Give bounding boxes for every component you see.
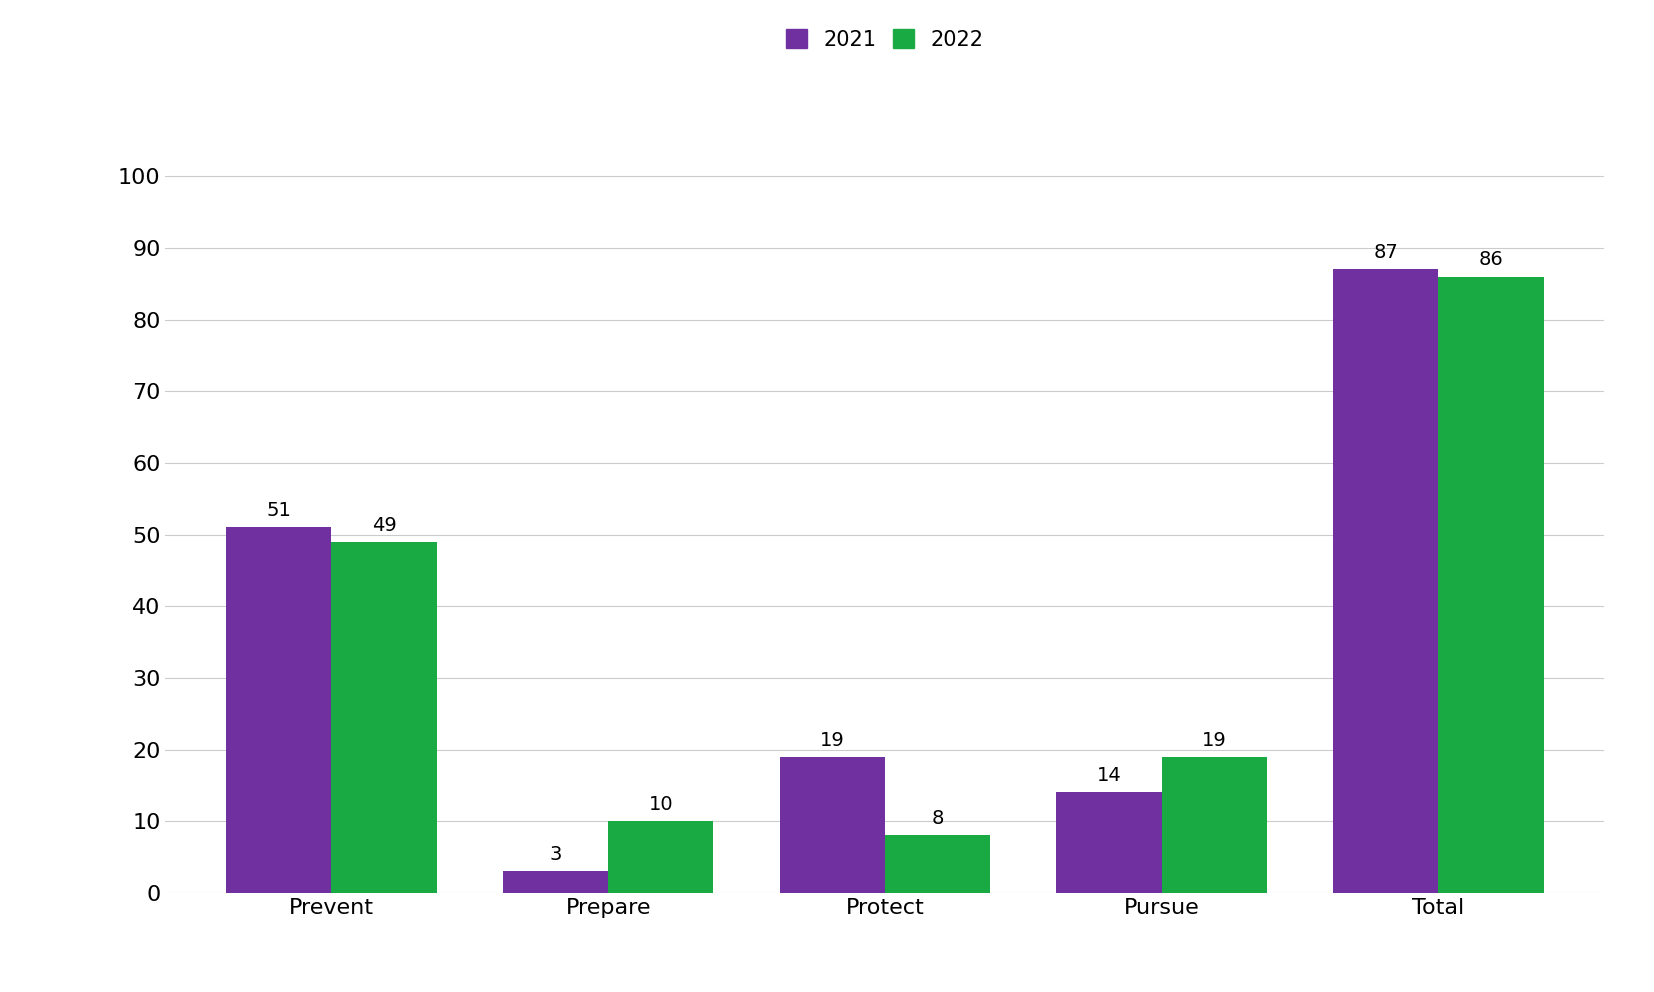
Bar	[1333, 270, 1439, 893]
Bar	[779, 757, 885, 893]
Legend: 2021, 2022: 2021, 2022	[777, 21, 992, 59]
Text: 87: 87	[1373, 243, 1398, 262]
Text: 86: 86	[1479, 251, 1503, 270]
Text: 3: 3	[549, 845, 562, 864]
Text: 19: 19	[1202, 730, 1227, 750]
Bar	[1161, 757, 1267, 893]
Text: 10: 10	[648, 795, 673, 814]
Text: 51: 51	[266, 501, 291, 520]
Bar	[331, 542, 437, 893]
Text: 49: 49	[372, 516, 397, 535]
Text: 14: 14	[1097, 767, 1121, 786]
Bar	[1057, 793, 1161, 893]
Bar	[609, 821, 713, 893]
Text: 19: 19	[820, 730, 845, 750]
Bar	[503, 871, 609, 893]
Text: 8: 8	[931, 809, 944, 828]
Bar	[1439, 277, 1543, 893]
Bar	[227, 528, 331, 893]
Bar	[885, 835, 991, 893]
